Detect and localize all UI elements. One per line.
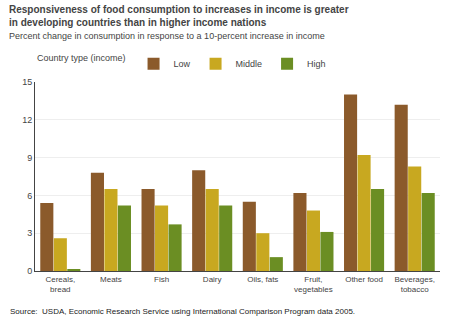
svg-text:Oils, fats: Oils, fats [247, 275, 278, 284]
svg-text:Middle: Middle [236, 59, 263, 69]
svg-text:High: High [307, 59, 326, 69]
svg-text:12: 12 [22, 115, 32, 125]
svg-text:Other food: Other food [345, 275, 383, 284]
svg-text:Beverages,tobacco: Beverages,tobacco [394, 275, 434, 294]
svg-text:Dairy: Dairy [203, 275, 222, 284]
svg-text:15: 15 [22, 77, 32, 87]
svg-text:3: 3 [27, 228, 32, 238]
svg-text:9: 9 [27, 153, 32, 163]
svg-text:Low: Low [174, 59, 191, 69]
svg-text:Fish: Fish [154, 275, 169, 284]
svg-text:6: 6 [27, 191, 32, 201]
svg-text:0: 0 [27, 266, 32, 276]
svg-text:Country type (income): Country type (income) [37, 53, 126, 63]
svg-text:Source: USDA, Economic Resear: Source: USDA, Economic Research Service … [10, 307, 355, 316]
svg-text:Responsiveness of food consump: Responsiveness of food consumption to in… [9, 4, 349, 41]
svg-text:Cereals,bread: Cereals,bread [45, 275, 75, 294]
svg-text:Fruit,vegetables: Fruit,vegetables [294, 275, 333, 294]
svg-text:Meats: Meats [100, 275, 122, 284]
